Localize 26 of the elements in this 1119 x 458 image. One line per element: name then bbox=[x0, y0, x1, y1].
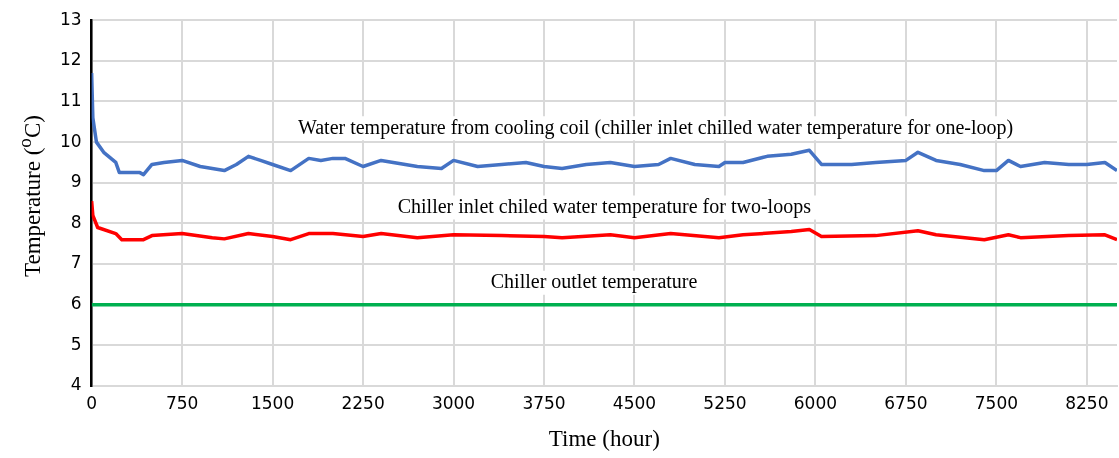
x-tick-label: 8250 bbox=[1065, 392, 1109, 413]
x-axis-title: Time (hour) bbox=[548, 426, 660, 452]
x-tick-label: 750 bbox=[165, 392, 199, 413]
x-tick-label: 1500 bbox=[250, 392, 295, 413]
x-tick-label: 6000 bbox=[793, 392, 838, 413]
y-tick-label: 13 bbox=[59, 8, 82, 29]
y-tick-label: 4 bbox=[70, 374, 82, 395]
y-tick-label: 10 bbox=[59, 130, 82, 151]
y-tick-label: 7 bbox=[70, 252, 82, 273]
x-tick-label: 7500 bbox=[974, 392, 1018, 413]
series-label: Chiller outlet temperature bbox=[490, 269, 698, 293]
x-tick-label: 2250 bbox=[341, 392, 385, 413]
y-tick-label: 6 bbox=[70, 293, 82, 314]
y-tick-label: 9 bbox=[70, 171, 82, 192]
x-tick-label: 3750 bbox=[522, 392, 566, 413]
x-tick-label: 5250 bbox=[703, 392, 747, 413]
y-tick-label: 8 bbox=[70, 211, 82, 232]
y-tick-label: 12 bbox=[59, 49, 82, 70]
y-tick-label: 5 bbox=[70, 333, 82, 354]
x-tick-label: 0 bbox=[86, 392, 98, 413]
series-label: Chiller inlet chiled water temperature for two-loops bbox=[397, 194, 812, 218]
x-tick-label: 6750 bbox=[884, 392, 928, 413]
series-label: Water temperature from cooling coil (chiller inlet chilled water temperature for one-loop) bbox=[297, 115, 1014, 139]
y-tick-label: 11 bbox=[59, 89, 82, 110]
x-tick-label: 4500 bbox=[612, 392, 657, 413]
x-tick-label: 3000 bbox=[431, 392, 476, 413]
